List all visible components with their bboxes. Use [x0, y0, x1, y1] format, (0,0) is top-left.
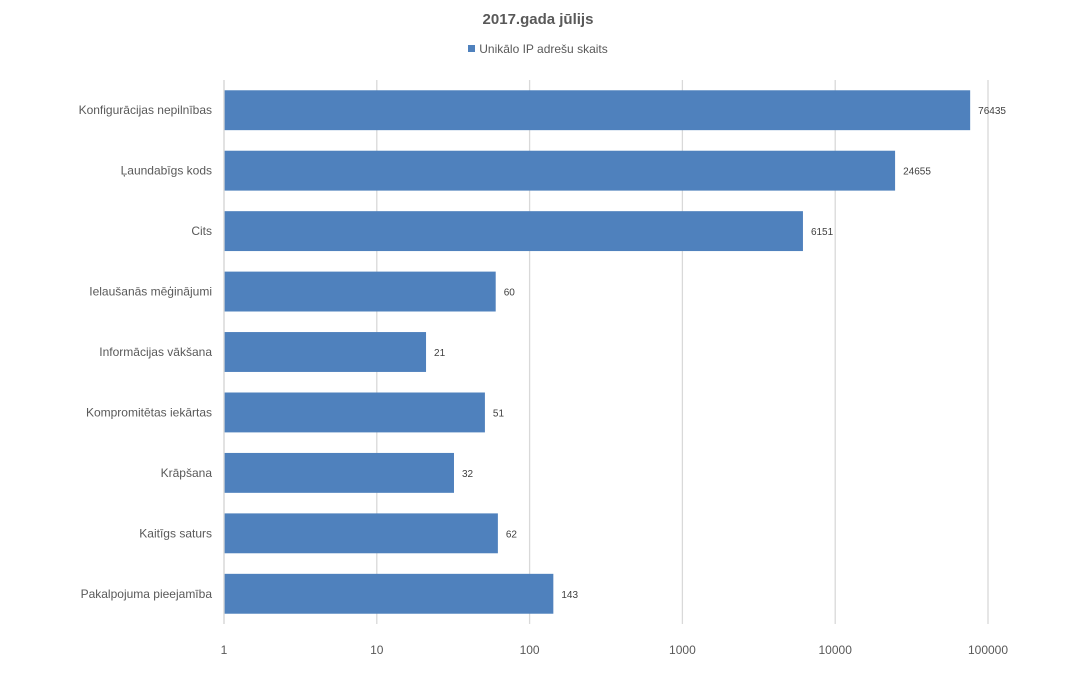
data-label: 32: [462, 469, 474, 480]
x-tick-label: 100000: [968, 643, 1008, 657]
category-label: Ielaušanās mēģinājumi: [89, 285, 212, 299]
data-label: 76435: [978, 106, 1006, 117]
category-label: Kaitīgs saturs: [139, 526, 212, 540]
legend: Unikālo IP adrešu skaits: [0, 42, 1076, 56]
x-tick-label: 10000: [819, 643, 853, 657]
data-label: 6151: [811, 227, 834, 238]
data-label: 24655: [903, 167, 931, 178]
x-tick-label: 1000: [669, 643, 696, 657]
category-label: Cits: [191, 224, 212, 238]
data-label: 51: [493, 408, 505, 419]
bar: [224, 332, 427, 372]
bar: [224, 90, 971, 131]
data-label: 143: [561, 590, 578, 601]
category-label: Ļaundabīgs kods: [121, 164, 212, 178]
bar: [224, 150, 896, 191]
bar: [224, 452, 454, 493]
bar: [224, 513, 498, 554]
x-tick-label: 100: [520, 643, 540, 657]
bar: [224, 271, 496, 312]
category-label: Kompromitētas iekārtas: [86, 405, 212, 419]
category-label: Informācijas vākšana: [99, 345, 212, 359]
bar: [224, 392, 485, 433]
legend-swatch: [468, 45, 476, 52]
bar: [224, 211, 803, 252]
chart-title: 2017.gada jūlijs: [482, 11, 594, 28]
x-tick-label: 10: [370, 643, 384, 657]
category-label: Konfigurācijas nepilnības: [79, 103, 212, 117]
x-tick-label: 1: [221, 643, 228, 657]
legend-label: Unikālo IP adrešu skaits: [479, 42, 608, 56]
category-label: Krāpšana: [161, 466, 213, 480]
bar: [224, 573, 554, 614]
data-label: 62: [506, 529, 518, 540]
data-label: 21: [434, 348, 446, 359]
category-label: Pakalpojuma pieejamība: [81, 587, 213, 601]
data-label: 60: [504, 288, 516, 299]
